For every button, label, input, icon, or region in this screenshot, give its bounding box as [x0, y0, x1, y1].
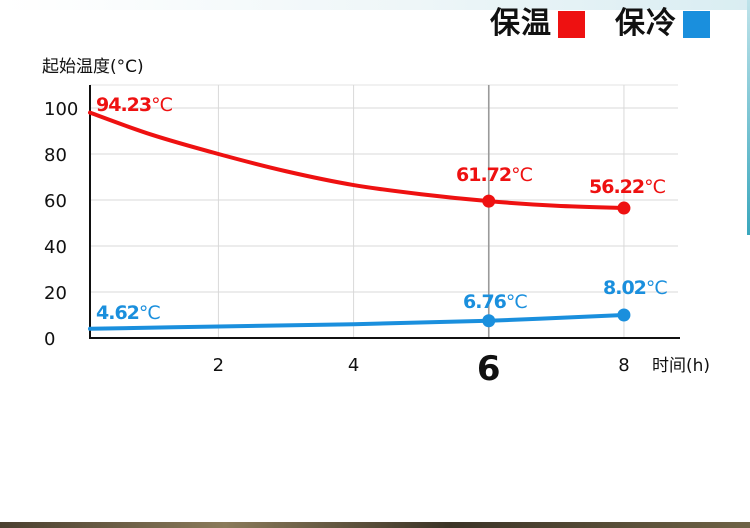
data-label: 61.72°C: [456, 164, 533, 186]
series-line-cold: [88, 313, 626, 331]
data-label: 6.76°C: [463, 291, 527, 313]
data-label: 4.62°C: [96, 302, 160, 324]
data-point-marker: [617, 308, 631, 322]
y-axis-title: 起始温度(°C): [42, 57, 144, 77]
legend-item-cold: 保冷: [615, 4, 710, 44]
x-tick-label: 2: [213, 355, 224, 376]
y-tick-label: 0: [44, 329, 55, 350]
legend-swatch-warm: [558, 10, 585, 38]
legend-label-cold: 保冷: [615, 6, 677, 41]
right-edge-decoration: [747, 0, 750, 235]
legend-item-warm: 保温: [490, 4, 585, 44]
chart-legend: 保温 保冷: [460, 4, 710, 44]
data-label: 94.23°C: [96, 94, 173, 116]
x-axis-title: 时间(h): [652, 356, 710, 376]
bottom-photo-strip: [0, 522, 750, 528]
data-point-marker: [482, 194, 496, 208]
y-tick-label: 20: [44, 283, 67, 304]
y-tick-label: 80: [44, 145, 67, 166]
y-tick-label: 100: [44, 99, 78, 120]
x-tick-label: 4: [348, 355, 359, 376]
x-tick-label: 8: [618, 355, 629, 376]
series-line-warm: [88, 110, 626, 211]
data-point-marker: [482, 314, 496, 328]
data-label: 8.02°C: [603, 277, 667, 299]
y-tick-label: 60: [44, 191, 67, 212]
legend-swatch-cold: [683, 10, 710, 38]
legend-label-warm: 保温: [490, 6, 552, 41]
data-point-marker: [617, 201, 631, 215]
data-label: 56.22°C: [589, 176, 666, 198]
x-tick-label: 6: [477, 349, 501, 389]
y-tick-label: 40: [44, 237, 67, 258]
top-background-band: [0, 0, 750, 10]
